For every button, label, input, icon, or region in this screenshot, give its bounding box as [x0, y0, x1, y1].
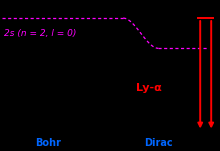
Text: Bohr: Bohr — [35, 138, 61, 148]
Text: Ly-α: Ly-α — [136, 83, 162, 93]
Text: Dirac: Dirac — [144, 138, 173, 148]
Text: 2s (n = 2, l = 0): 2s (n = 2, l = 0) — [4, 29, 77, 38]
